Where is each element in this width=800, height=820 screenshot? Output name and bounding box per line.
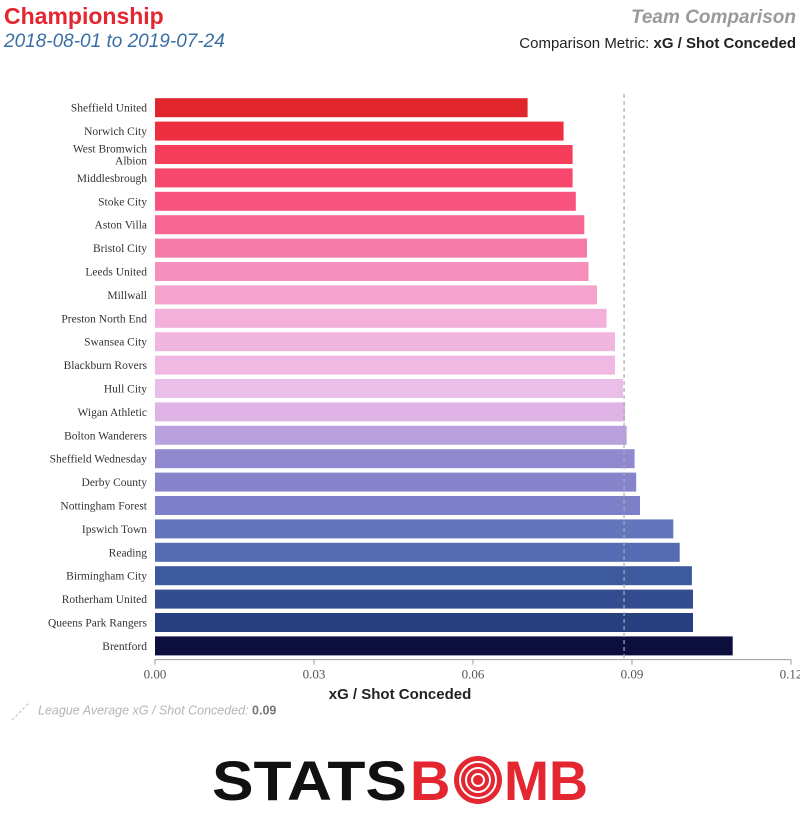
bars-group (155, 98, 733, 656)
y-tick-label: Stoke City (98, 196, 147, 208)
y-tick-label: Sheffield Wednesday (50, 454, 148, 466)
bar-chart: Sheffield United Norwich City West Bromwic… (48, 94, 800, 700)
bar-swansea-city (155, 332, 615, 352)
logo-text-b: B (410, 749, 450, 808)
bar-blackburn-rovers (155, 355, 615, 375)
bar-brentford (155, 636, 733, 656)
y-tick-label: Blackburn Rovers (64, 360, 148, 372)
bar-rotherham-united (155, 589, 693, 609)
y-tick-label: Reading (109, 547, 148, 559)
bar-hull-city (155, 379, 623, 398)
y-tick-label: Nottingham Forest (60, 501, 147, 513)
bar-wigan-athletic (155, 402, 626, 422)
y-tick-label: Middlesbrough (77, 173, 148, 185)
y-tick-label: Preston North End (61, 313, 147, 325)
bar-sheffield-wednesday (155, 449, 635, 469)
bar-preston-north-end (155, 308, 607, 328)
bar-millwall (155, 285, 597, 305)
bar-birmingham-city (155, 566, 692, 586)
y-tick-label: Bolton Wanderers (64, 430, 147, 442)
page-title: Championship (4, 3, 164, 29)
y-tick-label: West Bromwich Albion (73, 144, 147, 168)
bar-derby-county (155, 472, 637, 492)
x-tick-label: 0.03 (303, 667, 326, 682)
bar-nottingham-forest (155, 496, 640, 515)
x-axis-label: xG / Shot Conceded (329, 686, 472, 700)
y-tick-label: Rotherham United (62, 594, 148, 606)
logo-text-mb: MB (504, 749, 588, 808)
statsbomb-logo: STATS B MB (212, 749, 588, 808)
legend-value: 0.09 (252, 703, 277, 718)
legend-dashed-line-icon (11, 701, 31, 721)
x-tick-label: 0.00 (144, 667, 167, 682)
bar-middlesbrough (155, 168, 573, 188)
legend: League Average xG / Shot Conceded: 0.09 (10, 700, 276, 722)
bar-west-bromwich-albion (155, 145, 573, 164)
y-labels-group: Sheffield United Norwich City West Bromwic… (48, 103, 148, 653)
y-tick-label: Brentford (102, 641, 147, 653)
bar-reading (155, 542, 680, 562)
bar-leeds-united (155, 262, 589, 281)
y-tick-label: Ipswich Town (82, 524, 147, 536)
y-tick-label: Norwich City (84, 126, 147, 138)
logo-target-icon (454, 756, 502, 804)
y-tick-label: Swansea City (84, 337, 147, 349)
x-tick-label: 0.09 (621, 667, 644, 682)
bar-bristol-city (155, 238, 587, 258)
x-tick-label: 0.06 (462, 667, 485, 682)
y-tick-label: Aston Villa (95, 220, 147, 232)
metric-prefix: Comparison Metric: (519, 35, 654, 52)
y-tick-label: Derby County (82, 477, 148, 489)
y-tick-label: Wigan Athletic (78, 407, 147, 419)
logo-text-stats: STATS (212, 749, 407, 808)
x-axis-group: 0.00 0.03 0.06 0.09 0.12 (144, 659, 800, 682)
y-tick-label: Millwall (107, 290, 147, 302)
legend-label: League Average xG / Shot Conceded: (38, 703, 253, 718)
bar-sheffield-united (155, 98, 528, 118)
comparison-metric: Comparison Metric: xG / Shot Conceded (519, 35, 796, 52)
bar-stoke-city (155, 191, 576, 211)
y-tick-label: Bristol City (93, 243, 147, 255)
x-tick-label: 0.12 (780, 667, 800, 682)
bar-aston-villa (155, 215, 585, 235)
y-tick-label: Birmingham City (66, 571, 147, 583)
bar-norwich-city (155, 121, 564, 141)
date-range: 2018-08-01 to 2019-07-24 (4, 31, 225, 52)
bar-ipswich-town (155, 519, 674, 539)
y-tick-label: Hull City (104, 384, 147, 396)
y-tick-label: Sheffield United (71, 103, 147, 115)
comparison-title: Team Comparison (630, 7, 796, 28)
metric-name: xG / Shot Conceded (653, 35, 796, 52)
y-tick-label: Queens Park Rangers (48, 618, 148, 630)
y-tick-label: Leeds United (85, 267, 147, 279)
bar-bolton-wanderers (155, 425, 627, 445)
bar-queens-park-rangers (155, 613, 693, 632)
